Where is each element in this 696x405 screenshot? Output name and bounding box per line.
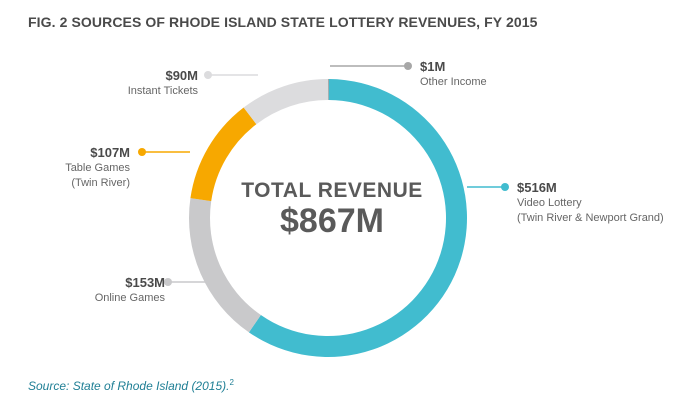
donut-slice-2 (189, 198, 261, 333)
slice-name-label-1-1: (Twin River & Newport Grand) (517, 212, 664, 224)
center-label-total: TOTAL REVENUE (241, 179, 423, 202)
slice-value-label-3: $107M (90, 145, 130, 160)
slice-value-label-1: $516M (517, 180, 557, 195)
donut-slices (189, 79, 467, 357)
slice-name-label-3-0: Table Games (65, 162, 130, 174)
leader-lines (138, 62, 509, 286)
leader-dot-3 (138, 148, 146, 156)
leader-dot-0 (404, 62, 412, 70)
leader-dot-1 (501, 183, 509, 191)
donut-slice-4 (243, 79, 328, 125)
leader-dot-2 (164, 278, 172, 286)
source-text: State of Rhode Island (2015). (69, 379, 230, 393)
source-footnote: 2 (229, 378, 234, 387)
donut-slice-1 (248, 79, 467, 357)
donut-slice-0 (328, 79, 330, 101)
slice-name-label-4-0: Instant Tickets (128, 85, 199, 97)
slice-value-label-4: $90M (165, 68, 198, 83)
center-label-value: $867M (280, 202, 384, 240)
chart-title: FIG. 2 SOURCES OF RHODE ISLAND STATE LOT… (28, 14, 538, 30)
slice-labels: $1M Other Income $516M Video Lottery (Twin R… (65, 59, 664, 304)
slice-name-label-0-0: Other Income (420, 76, 487, 88)
slice-name-label-3-1: (Twin River) (71, 177, 130, 189)
source-note: Source: State of Rhode Island (2015).2 (28, 378, 234, 393)
slice-value-label-0: $1M (420, 59, 445, 74)
slice-name-label-2-0: Online Games (95, 292, 166, 304)
slice-value-label-2: $153M (125, 275, 165, 290)
donut-slice-3 (190, 107, 257, 202)
source-prefix: Source: (28, 379, 70, 393)
slice-name-label-1-0: Video Lottery (517, 197, 582, 209)
leader-dot-4 (204, 71, 212, 79)
